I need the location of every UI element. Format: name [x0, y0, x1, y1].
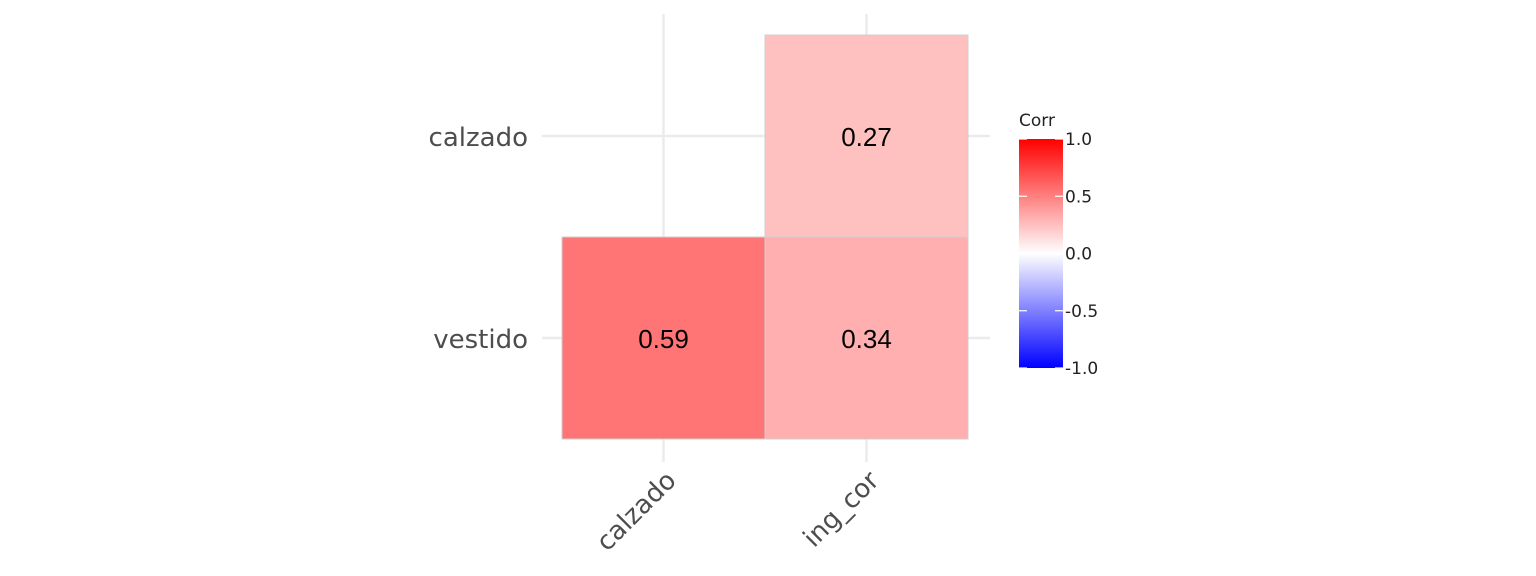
cell-value-label: 0.27 — [841, 122, 892, 152]
legend-tick-label: 0.5 — [1065, 187, 1092, 207]
heatmap-cells: 0.59 0.34 0.27 — [561, 34, 969, 440]
legend-tick-label: -0.5 — [1065, 302, 1098, 322]
x-tick-label: ing_cor — [798, 466, 886, 554]
cell-value-label: 0.59 — [638, 324, 689, 354]
color-legend: Corr 1.0 0.5 0.0 -0.5 -1.0 — [1019, 111, 1098, 379]
y-tick-label: vestido — [433, 325, 528, 355]
heatmap-cell — [764, 236, 969, 440]
legend-title: Corr — [1019, 111, 1055, 131]
y-tick-label: calzado — [429, 123, 528, 153]
heatmap-cell — [561, 236, 766, 440]
legend-tick-label: 1.0 — [1065, 130, 1092, 150]
cell-value-label: 0.34 — [841, 324, 892, 354]
legend-tick-label: 0.0 — [1065, 245, 1092, 265]
heatmap-cell — [764, 34, 969, 238]
x-tick-label: calzado — [591, 466, 683, 558]
legend-tick-label: -1.0 — [1065, 359, 1098, 379]
